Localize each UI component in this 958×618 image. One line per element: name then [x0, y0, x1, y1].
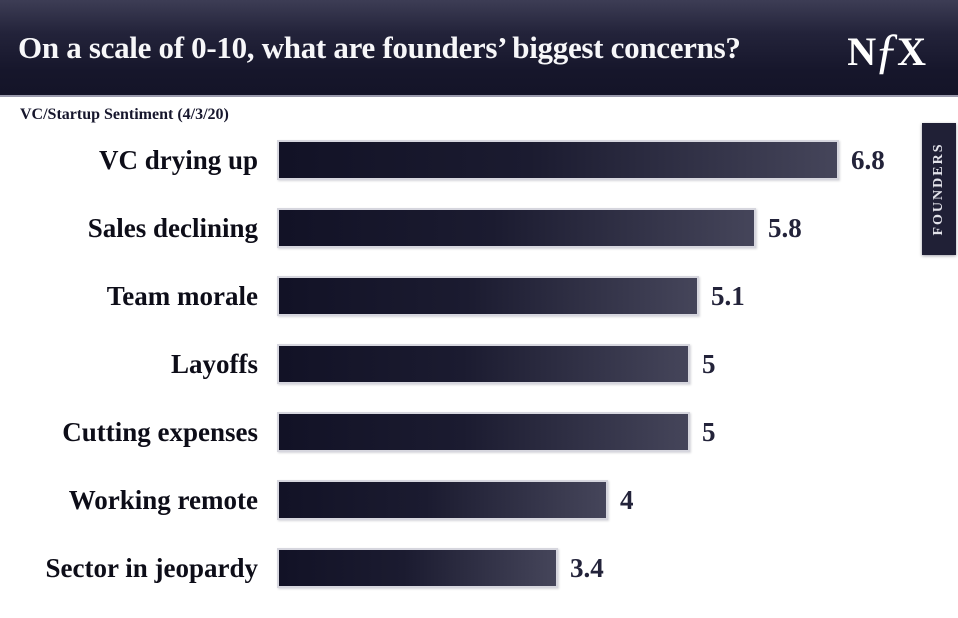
value-label: 6.8 — [851, 144, 885, 175]
category-label: Cutting expenses — [62, 416, 258, 447]
value-label: 5.8 — [768, 212, 802, 243]
value-label: 5.1 — [711, 280, 745, 311]
header-bar: On a scale of 0-10, what are founders’ b… — [0, 0, 958, 97]
bar-chart: VC drying up 6.8 Sales declining 5.8 Tea… — [0, 126, 958, 602]
bar — [277, 412, 690, 452]
chart-row: Sales declining 5.8 — [0, 194, 958, 262]
chart-row: VC drying up 6.8 — [0, 126, 958, 194]
value-label: 5 — [702, 348, 716, 379]
bar — [277, 548, 558, 588]
chart-row: Team morale 5.1 — [0, 262, 958, 330]
category-label: Layoffs — [171, 348, 258, 379]
bar — [277, 480, 608, 520]
value-label: 5 — [702, 416, 716, 447]
nfx-logo-n: N — [847, 28, 877, 74]
category-label: VC drying up — [98, 144, 258, 175]
bar — [277, 140, 839, 180]
chart-row: Cutting expenses 5 — [0, 398, 958, 466]
founders-side-tab: FOUNDERS — [922, 123, 956, 255]
nfx-logo-x: X — [897, 28, 926, 74]
nfx-logo: N ƒ X — [847, 19, 926, 78]
category-label: Working remote — [68, 484, 258, 515]
category-label: Sector in jeopardy — [45, 552, 258, 583]
value-label: 3.4 — [570, 552, 604, 583]
bar — [277, 208, 756, 248]
value-label: 4 — [620, 484, 634, 515]
chart-row: Working remote 4 — [0, 466, 958, 534]
chart-subtitle: VC/Startup Sentiment (4/3/20) — [20, 106, 229, 123]
bar — [277, 276, 699, 316]
chart-row: Sector in jeopardy 3.4 — [0, 534, 958, 602]
chart-title: On a scale of 0-10, what are founders’ b… — [18, 29, 741, 65]
category-label: Team morale — [106, 280, 258, 311]
nfx-logo-f: ƒ — [874, 21, 900, 78]
chart-row: Layoffs 5 — [0, 330, 958, 398]
category-label: Sales declining — [87, 212, 258, 243]
bar — [277, 344, 690, 384]
